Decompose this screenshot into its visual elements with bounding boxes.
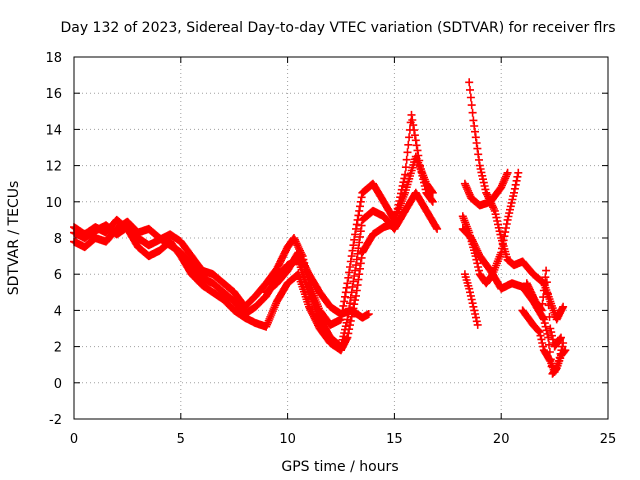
x-tick-label: 5 [177,432,185,447]
x-tick-label: 15 [386,432,403,447]
plus-marker-run [460,270,482,329]
axis-ticks: 0 5 10 15 20 25 -2 0 2 4 6 8 10 12 14 16 18 [45,51,616,447]
series-trace-11 [522,266,565,351]
y-tick-label: 16 [45,87,62,102]
x-tick-label: 10 [279,432,296,447]
y-tick-label: 8 [54,232,62,247]
y-tick-label: 12 [45,160,62,175]
series-trace-4 [262,248,373,322]
y-tick-label: -2 [49,413,62,428]
plus-marker-run [70,152,437,329]
y-tick-label: 4 [54,304,62,319]
x-tick-label: 25 [600,432,617,447]
grid-lines [74,57,608,419]
x-axis-label: GPS time / hours [281,459,398,475]
x-tick-label: 20 [493,432,510,447]
y-tick-label: 2 [54,341,62,356]
plot-frame [73,56,609,420]
y-tick-label: 10 [45,196,62,211]
series-trace-10 [518,306,568,376]
chart-title: Day 132 of 2023, Sidereal Day-to-day VTE… [60,20,615,36]
y-tick-label: 0 [54,377,62,392]
plus-marker-run [262,248,373,322]
y-axis-label: SDTVAR / TECUs [6,181,22,296]
x-tick-label: 0 [70,432,78,447]
series-trace-1 [70,152,437,329]
plus-marker-run [518,306,568,376]
y-tick-label: 14 [45,123,62,138]
series-trace-9 [460,270,482,329]
y-tick-label: 6 [54,268,62,283]
data-points [70,78,570,378]
plus-marker-run [522,266,565,351]
y-tick-label: 18 [45,51,62,66]
